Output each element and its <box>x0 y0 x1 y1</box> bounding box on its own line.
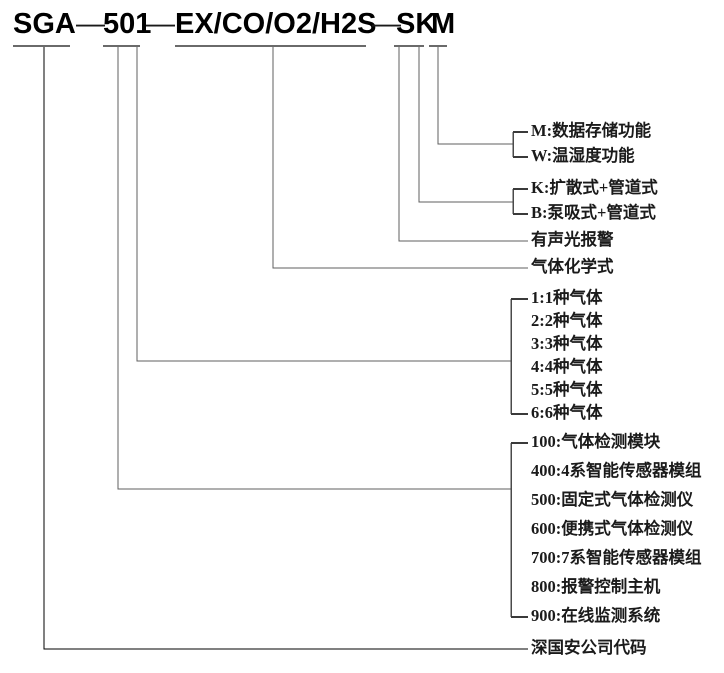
group-sampling-mode-feed-line <box>418 47 513 203</box>
group-gas-count-item-3: 4:4种气体 <box>531 357 603 376</box>
group-company-code-item-0: 深国安公司代码 <box>531 638 647 657</box>
group-gas-count-item-4: 5:5种气体 <box>531 380 603 399</box>
group-company-code-feed-line <box>43 47 528 650</box>
code-dash-3: — <box>372 8 401 40</box>
code-token-501: 501 <box>103 8 152 40</box>
code-token-sga: SGA <box>13 8 76 40</box>
code-token-sk: SK <box>396 8 437 40</box>
group-sampling-mode-item-1: B:泵吸式+管道式 <box>531 203 656 222</box>
group-product-series-item-4: 700:7系智能传感器模组 <box>531 548 702 567</box>
group-gas-count-item-1: 2:2种气体 <box>531 311 603 330</box>
group-product-series-item-6: 900:在线监测系统 <box>531 606 661 625</box>
group-audible-visual-alarm-item-0: 有声光报警 <box>531 230 614 249</box>
group-product-series-item-1: 400:4系智能传感器模组 <box>531 461 702 480</box>
code-dash-2: — <box>146 8 175 40</box>
group-product-series-feed-line <box>117 47 511 490</box>
group-gas-count-item-5: 6:6种气体 <box>531 403 603 422</box>
group-product-series-item-3: 600:便携式气体检测仪 <box>531 519 694 538</box>
group-gas-formula-feed-line <box>272 47 528 269</box>
group-gas-count-item-0: 1:1种气体 <box>531 288 603 307</box>
group-gas-count-feed-line <box>136 47 511 362</box>
group-gas-formula-item-0: 气体化学式 <box>531 257 614 276</box>
code-dash-1: — <box>76 8 105 40</box>
model-code-header: SGA —501— EX/CO/O2/H2S — SK M <box>0 0 724 48</box>
group-product-series-item-0: 100:气体检测模块 <box>531 432 661 451</box>
code-token-m: M <box>431 8 456 40</box>
group-sampling-mode-item-0: K:扩散式+管道式 <box>531 178 658 197</box>
group-storage-function-item-0: M:数据存储功能 <box>531 121 652 140</box>
group-storage-function-feed-line <box>437 47 513 145</box>
group-storage-function-item-1: W:温湿度功能 <box>531 146 635 165</box>
group-product-series-item-2: 500:固定式气体检测仪 <box>531 490 694 509</box>
group-audible-visual-alarm-feed-line <box>398 47 528 242</box>
code-token-gases: EX/CO/O2/H2S <box>175 8 377 40</box>
group-gas-count-item-2: 3:3种气体 <box>531 334 603 353</box>
group-product-series-item-5: 800:报警控制主机 <box>531 577 661 596</box>
